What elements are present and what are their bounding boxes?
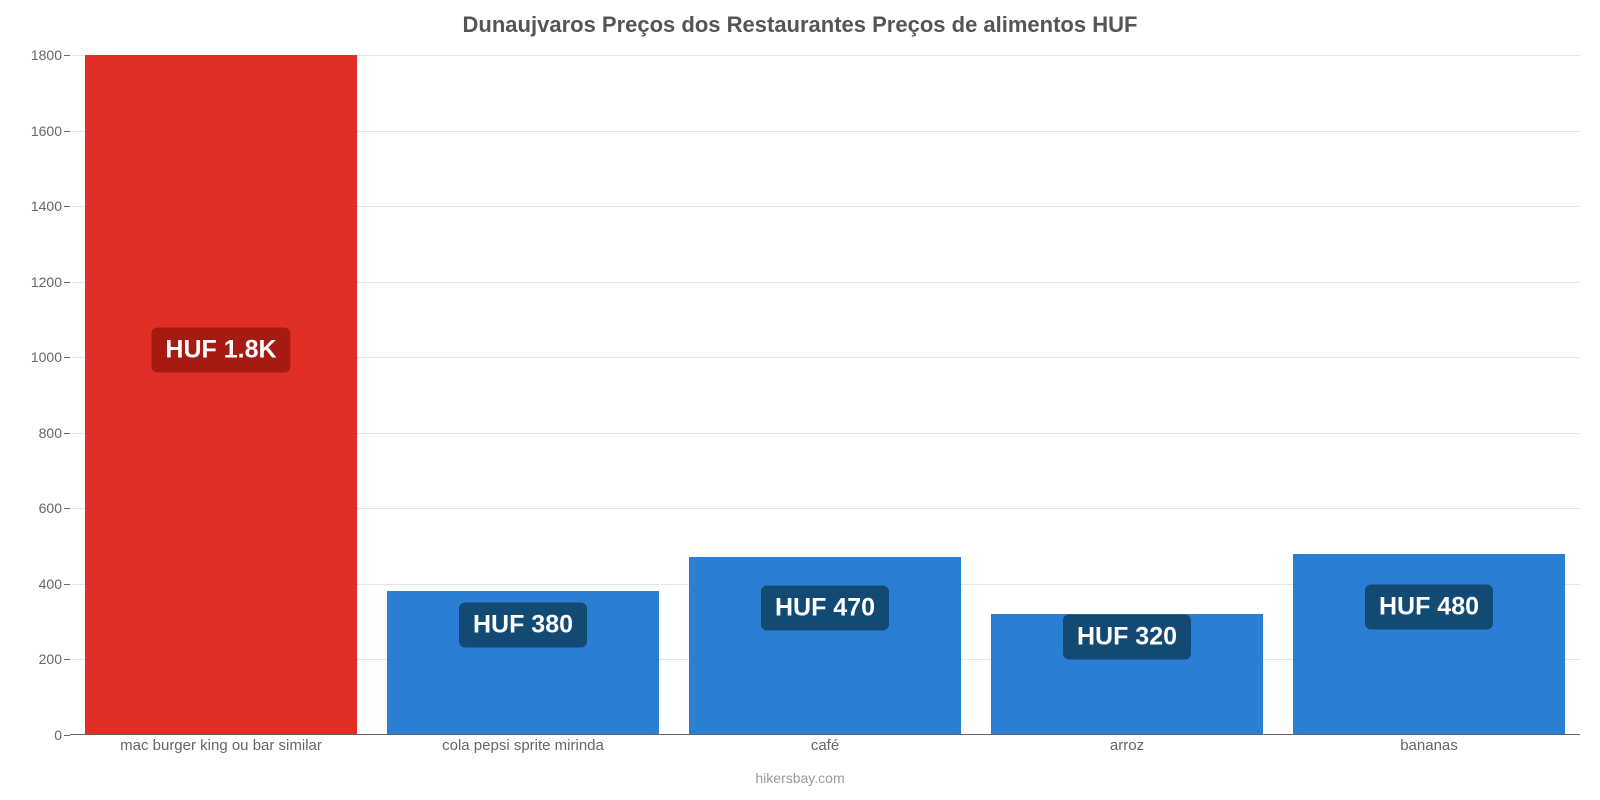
x-axis-label: mac burger king ou bar similar (70, 737, 372, 754)
x-axis-labels: mac burger king ou bar similarcola pepsi… (70, 737, 1580, 754)
chart-title: Dunaujvaros Preços dos Restaurantes Preç… (0, 0, 1600, 38)
x-axis-line (70, 734, 1580, 735)
bar-slot: HUF 320 (976, 55, 1278, 735)
x-axis-label: café (674, 737, 976, 754)
value-badge: HUF 470 (761, 586, 889, 631)
y-tick: 800 (2, 425, 62, 441)
plot-area: HUF 1.8K HUF 380 HUF 470 HUF 320 HUF 480 (70, 55, 1580, 735)
y-tick: 0 (2, 727, 62, 743)
value-badge: HUF 1.8K (151, 327, 290, 372)
bar-slot: HUF 480 (1278, 55, 1580, 735)
y-axis: 020040060080010001200140016001800 (0, 55, 70, 735)
bar (85, 55, 357, 735)
bar-slot: HUF 380 (372, 55, 674, 735)
value-badge: HUF 480 (1365, 584, 1493, 629)
bar (689, 557, 961, 735)
price-bar-chart: Dunaujvaros Preços dos Restaurantes Preç… (0, 0, 1600, 800)
y-tick: 1200 (2, 274, 62, 290)
value-badge: HUF 380 (459, 603, 587, 648)
bar-slot: HUF 1.8K (70, 55, 372, 735)
source-label: hikersbay.com (0, 770, 1600, 786)
y-tick: 1000 (2, 349, 62, 365)
y-tick: 1400 (2, 198, 62, 214)
bars-container: HUF 1.8K HUF 380 HUF 470 HUF 320 HUF 480 (70, 55, 1580, 735)
x-axis-label: cola pepsi sprite mirinda (372, 737, 674, 754)
y-tick: 200 (2, 651, 62, 667)
x-axis-label: bananas (1278, 737, 1580, 754)
y-tick: 1600 (2, 123, 62, 139)
bar (1293, 554, 1565, 735)
y-tick: 1800 (2, 47, 62, 63)
y-tick: 600 (2, 500, 62, 516)
value-badge: HUF 320 (1063, 614, 1191, 659)
bar-slot: HUF 470 (674, 55, 976, 735)
x-axis-label: arroz (976, 737, 1278, 754)
y-tick: 400 (2, 576, 62, 592)
